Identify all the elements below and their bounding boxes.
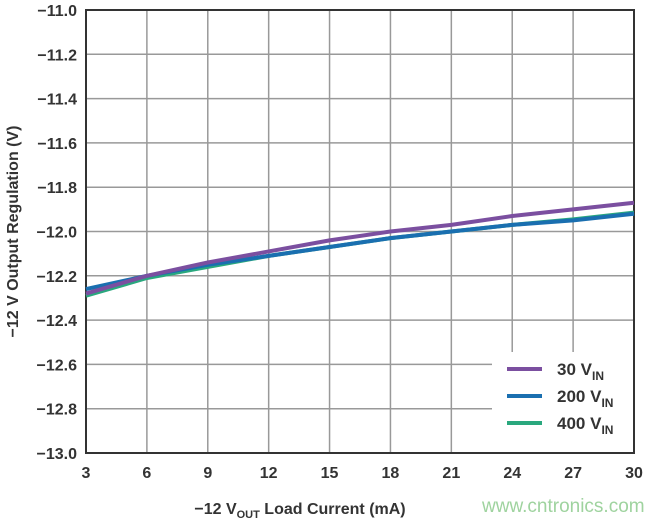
series-line-200-v: [85, 211, 635, 292]
x-tick-label: 30: [625, 465, 643, 482]
y-tick-label: −12.0: [37, 225, 78, 242]
x-tick-label: 6: [142, 465, 151, 482]
series-line-30-v: [85, 200, 635, 296]
x-tick-label: 9: [203, 465, 212, 482]
x-tick-label: 18: [382, 465, 400, 482]
x-tick-label: 24: [503, 465, 521, 482]
y-tick-label: −12.8: [37, 402, 78, 419]
plot-frame: [85, 9, 635, 454]
y-tick-label: −11.8: [37, 180, 77, 197]
y-tick-label: −11.0: [37, 3, 77, 20]
y-tick-label: −13.0: [37, 446, 78, 463]
y-axis-label: −12 V Output Regulation (V): [5, 125, 22, 337]
y-tick-label: −11.2: [37, 47, 77, 64]
y-tick-label: −11.6: [37, 136, 77, 153]
x-tick-label: 3: [82, 465, 91, 482]
y-tick-label: −11.4: [37, 92, 77, 109]
legend-label: 400 VIN: [557, 414, 613, 437]
x-tick-label: 15: [321, 465, 339, 482]
y-tick-label: −12.6: [37, 357, 78, 374]
y-tick-label: −12.4: [37, 313, 78, 330]
x-tick-label: 27: [564, 465, 582, 482]
watermark: www.cntronics.com: [482, 496, 645, 517]
legend-label: 200 VIN: [557, 387, 613, 410]
x-tick-label: 12: [260, 465, 278, 482]
y-tick-label: −12.2: [37, 269, 78, 286]
series-line-400-v: [85, 210, 635, 298]
x-tick-label: 21: [442, 465, 460, 482]
x-axis-label: −12 VOUT Load Current (mA): [194, 501, 405, 521]
